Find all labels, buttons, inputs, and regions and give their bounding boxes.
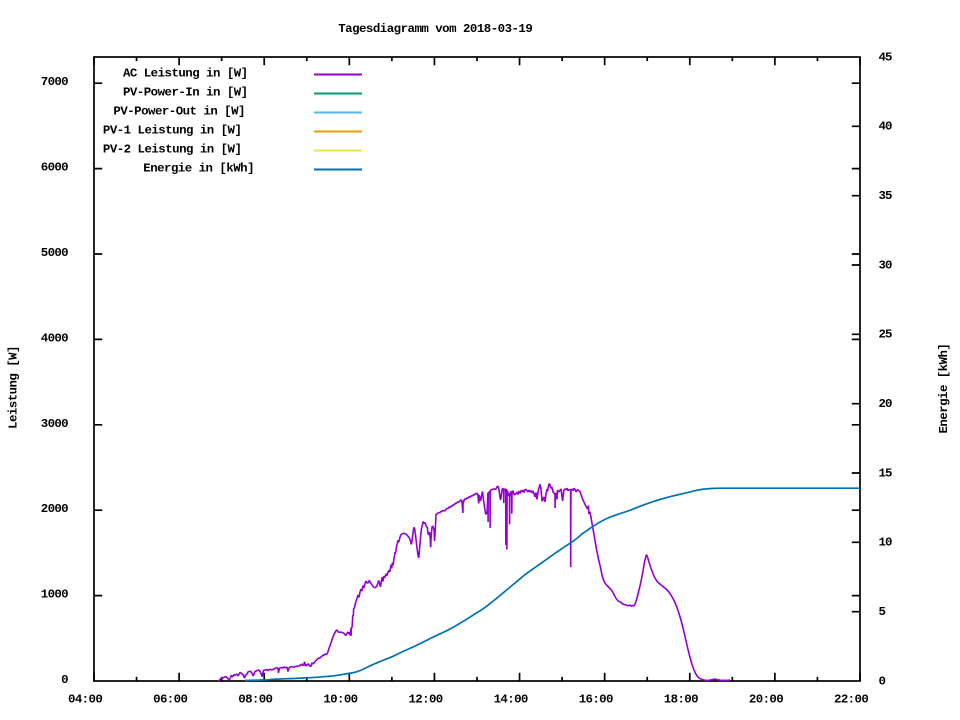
svg-text:10: 10 [879,536,893,550]
svg-text:18:00: 18:00 [664,693,699,707]
svg-text:6000: 6000 [41,161,69,175]
svg-text:Leistung [W]: Leistung [W] [6,346,20,429]
svg-text:5: 5 [879,605,886,619]
svg-text:Tagesdiagramm vom 2018-03-19: Tagesdiagramm vom 2018-03-19 [338,22,533,36]
svg-text:06:00: 06:00 [153,693,188,707]
svg-text:16:00: 16:00 [579,693,614,707]
svg-text:04:00: 04:00 [68,693,103,707]
svg-text:08:00: 08:00 [238,693,273,707]
svg-text:AC Leistung in [W]: AC Leistung in [W] [123,67,248,81]
svg-text:0: 0 [61,673,68,687]
svg-text:Energie in [kWh]: Energie in [kWh] [143,162,254,176]
svg-text:5000: 5000 [41,246,69,260]
svg-text:1000: 1000 [41,588,69,602]
svg-text:4000: 4000 [41,331,69,345]
svg-text:20: 20 [879,397,893,411]
svg-text:22:00: 22:00 [834,693,869,707]
svg-text:40: 40 [879,120,893,134]
svg-text:0: 0 [879,674,886,688]
svg-text:Energie [kWh]: Energie [kWh] [937,343,951,433]
svg-text:3000: 3000 [41,417,69,431]
svg-text:35: 35 [879,189,893,203]
svg-text:14:00: 14:00 [494,693,529,707]
svg-text:2000: 2000 [41,502,69,516]
svg-text:PV-Power-In in [W]: PV-Power-In in [W] [123,86,248,100]
svg-text:10:00: 10:00 [323,693,358,707]
svg-text:7000: 7000 [41,75,69,89]
svg-text:PV-2 Leistung in [W]: PV-2 Leistung in [W] [103,143,242,157]
svg-text:25: 25 [879,328,893,342]
svg-text:45: 45 [879,50,893,64]
svg-text:20:00: 20:00 [749,693,784,707]
svg-text:PV-1 Leistung in [W]: PV-1 Leistung in [W] [103,124,242,138]
svg-text:15: 15 [879,466,893,480]
svg-text:12:00: 12:00 [408,693,443,707]
svg-text:PV-Power-Out in [W]: PV-Power-Out in [W] [113,105,245,119]
svg-text:30: 30 [879,258,893,272]
